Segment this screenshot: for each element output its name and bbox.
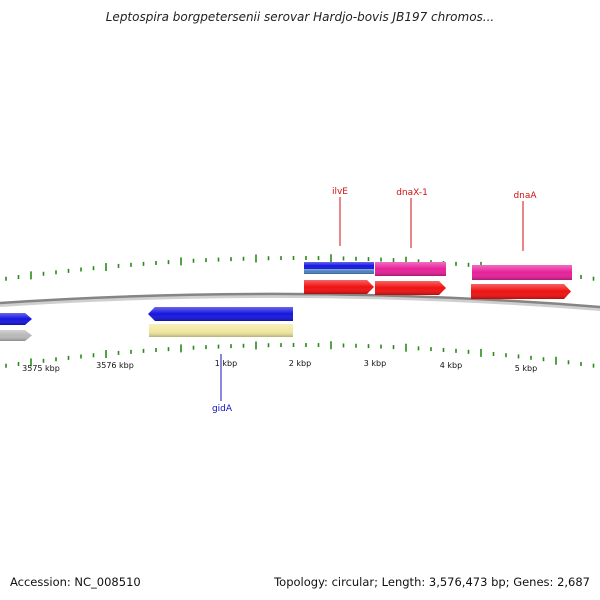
scale-label: 4 kbp (440, 361, 462, 370)
backbone (0, 292, 600, 309)
feature-shading (304, 262, 374, 270)
feature-shading (304, 280, 374, 294)
gene-features (0, 262, 572, 341)
lower-tick-marks (5, 341, 595, 368)
backbone-shadow (0, 293, 600, 311)
feature-shading (471, 284, 571, 299)
feature-shading (0, 330, 32, 341)
topology-summary: Topology: circular; Length: 3,576,473 bp… (274, 575, 590, 589)
scale-label: 5 kbp (515, 364, 537, 373)
scale-label: 1 kbp (215, 359, 237, 368)
feature-shading (375, 281, 446, 295)
gene-labels: ilvE dnaX-1 dnaA gidA (212, 187, 537, 414)
map-title: Leptospira borgpetersenii serovar Hardjo… (105, 10, 495, 24)
gene-label-ilve: ilvE (332, 187, 348, 197)
feature-shading (148, 307, 293, 321)
scale-labels: 3575 kbp 3576 kbp 1 kbp 2 kbp 3 kbp 4 kbp 5 kb… (22, 359, 537, 373)
feature-shading (472, 265, 572, 280)
feature-shading (149, 324, 293, 337)
gene-label-dnax-1: dnaX-1 (396, 188, 428, 198)
gene-label-gida: gidA (212, 404, 233, 414)
feature-shading (304, 269, 374, 274)
feature-shading (0, 313, 32, 325)
scale-label: 3576 kbp (96, 361, 134, 370)
label-leaders (220, 197, 524, 401)
scale-label: 2 kbp (289, 359, 311, 368)
accession-text: Accession: NC_008510 (10, 575, 141, 589)
scale-label: 3575 kbp (22, 364, 60, 373)
scale-label: 3 kbp (364, 359, 386, 368)
gene-label-dnaa: dnaA (513, 191, 537, 201)
feature-shading (375, 262, 446, 276)
